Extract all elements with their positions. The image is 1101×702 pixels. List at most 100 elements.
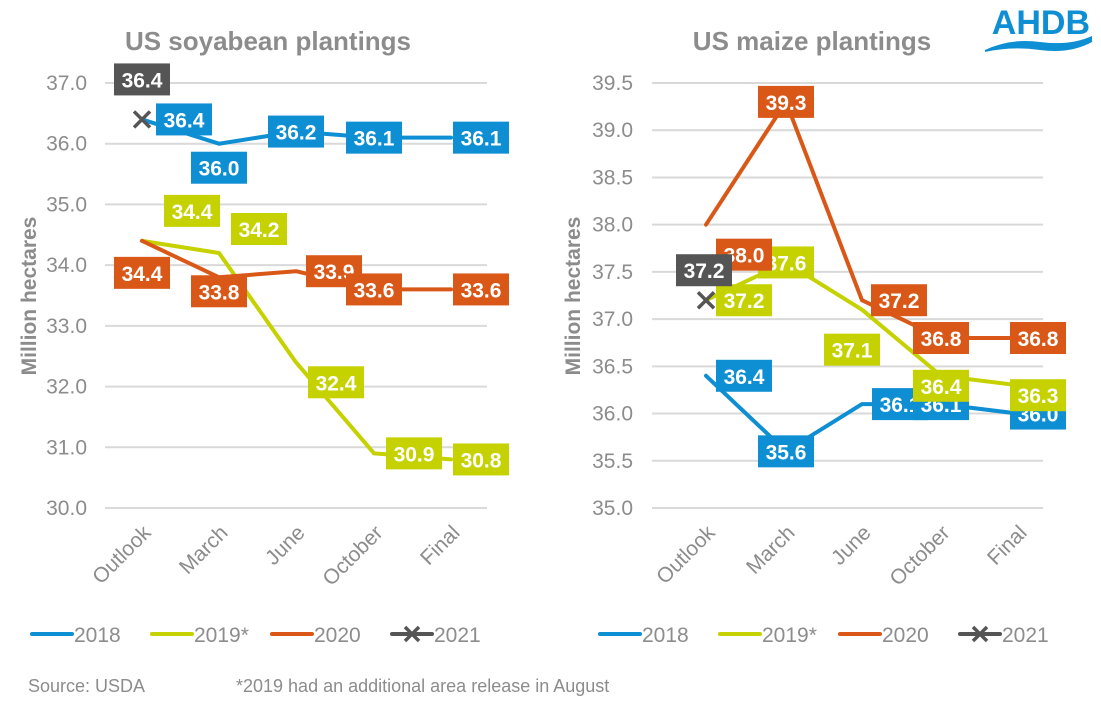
data-label-text: 37.6 <box>766 252 807 275</box>
data-label: 36.2 <box>268 115 324 148</box>
data-label-text: 34.2 <box>239 219 280 242</box>
legend-item-2018: 2018 <box>598 624 689 647</box>
data-label: 33.9 <box>306 255 362 288</box>
chart-title: US soyabean plantings <box>125 26 411 56</box>
data-label: 35.6 <box>758 435 814 468</box>
legend: 2018 2019* 2020 2021 <box>598 624 1049 647</box>
data-label-box <box>716 284 772 317</box>
data-label: 34.4 <box>114 256 170 289</box>
ahdb-logo: AHDB <box>985 4 1092 52</box>
x-tick-label: June <box>261 521 309 569</box>
data-label-box <box>191 151 247 184</box>
y-tick-label: 36.0 <box>592 403 633 426</box>
data-label: 37.2 <box>871 284 927 317</box>
data-label: 34.2 <box>231 213 287 245</box>
y-axis-label: Million hectares <box>18 217 41 376</box>
data-label-box <box>758 435 814 468</box>
legend-item-2019: 2019* <box>150 624 249 647</box>
data-label-box <box>114 256 170 289</box>
data-label-text: 34.4 <box>122 263 163 286</box>
data-label-text: 38.0 <box>724 245 765 268</box>
data-label-text: 36.3 <box>1018 385 1059 408</box>
data-label-text: 35.6 <box>766 441 807 464</box>
legend-item-2021: 2021 <box>958 624 1049 647</box>
data-label: 37.1 <box>824 333 880 366</box>
soyabean-chart: US soyabean plantings Million hectares 3… <box>18 26 509 647</box>
data-label: 33.8 <box>191 275 247 308</box>
data-label: 34.4 <box>164 194 220 227</box>
data-label-text: 33.6 <box>461 279 502 302</box>
y-tick-label: 37.0 <box>46 72 87 95</box>
y-tick-label: 31.0 <box>46 436 87 459</box>
data-label-box <box>1010 322 1066 354</box>
data-label-box <box>913 322 969 354</box>
data-label-box <box>114 63 170 96</box>
data-label-box <box>1010 379 1066 412</box>
y-tick-label: 36.0 <box>46 133 87 156</box>
x-tick-label: October <box>885 521 954 590</box>
data-label-box <box>453 121 509 154</box>
x-tick-label: March <box>742 521 800 579</box>
logo-wave-icon <box>985 36 1092 52</box>
data-label-text: 37.2 <box>724 290 765 313</box>
data-label: 36.3 <box>1010 379 1066 412</box>
data-label-text: 32.4 <box>316 372 357 395</box>
x-tick-label: March <box>175 521 233 579</box>
data-label: 36.8 <box>1010 322 1066 354</box>
y-tick-label: 36.5 <box>592 355 633 378</box>
data-label: 36.4 <box>156 103 212 136</box>
data-label-text: 36.4 <box>724 366 765 389</box>
y-tick-label: 37.0 <box>592 308 633 331</box>
y-tick-label: 34.0 <box>46 254 87 277</box>
data-label-box <box>191 275 247 308</box>
data-label-box <box>453 273 509 306</box>
y-axis-ticks: 30.0 31.0 32.0 33.0 34.0 35.0 36.0 37.0 <box>46 72 87 520</box>
data-label-text: 36.1 <box>880 394 921 417</box>
y-tick-label: 38.0 <box>592 214 633 237</box>
data-label-box <box>824 333 880 366</box>
data-label-text: 36.1 <box>354 128 395 151</box>
legend-label: 2018 <box>642 624 689 647</box>
x-marker-icon <box>403 625 421 643</box>
x-marker-icon <box>971 625 989 643</box>
data-label-text: 33.9 <box>314 261 355 284</box>
legend-item-2019: 2019* <box>718 624 817 647</box>
data-label: 30.9 <box>386 437 442 470</box>
data-label-text: 36.1 <box>461 128 502 151</box>
source-note: Source: USDA <box>28 676 145 696</box>
legend: 2018 2019* 2020 2021 <box>30 624 481 647</box>
legend-item-2020: 2020 <box>838 624 929 647</box>
series-lines <box>696 99 1020 454</box>
data-label: 32.4 <box>308 366 364 399</box>
legend-label: 2020 <box>882 624 929 647</box>
y-tick-label: 39.5 <box>592 72 633 95</box>
data-label-text: 37.1 <box>832 340 873 363</box>
data-label: 36.4 <box>114 63 170 96</box>
data-label: 36.4 <box>913 369 969 402</box>
legend-item-2021: 2021 <box>390 624 481 647</box>
data-label-text: 34.4 <box>172 201 213 224</box>
data-label: 36.0 <box>191 151 247 184</box>
x-tick-label: June <box>827 521 875 569</box>
legend-label: 2019* <box>194 624 249 647</box>
logo-text: AHDB <box>992 4 1090 42</box>
data-label-box <box>346 121 402 154</box>
data-label-text: 33.6 <box>354 279 395 302</box>
legend-label: 2021 <box>1002 624 1049 647</box>
data-label-box <box>231 213 287 245</box>
x-axis-ticks: Outlook March June October Final <box>652 521 1031 590</box>
x-tick-label: October <box>318 521 387 590</box>
x-tick-label: Final <box>416 521 464 569</box>
data-label-box <box>308 366 364 399</box>
x-tick-label: Outlook <box>88 521 156 589</box>
x-tick-label: Final <box>983 521 1031 569</box>
data-label: 39.3 <box>758 85 814 118</box>
data-label: 36.8 <box>913 322 969 354</box>
data-label-box <box>913 369 969 402</box>
data-label: 33.6 <box>346 273 402 306</box>
y-axis-label: Million hectares <box>562 217 585 376</box>
data-label-box <box>871 284 927 317</box>
y-tick-label: 37.5 <box>592 261 633 284</box>
data-label-text: 36.4 <box>921 376 962 399</box>
x-marker-2021 <box>132 110 152 129</box>
